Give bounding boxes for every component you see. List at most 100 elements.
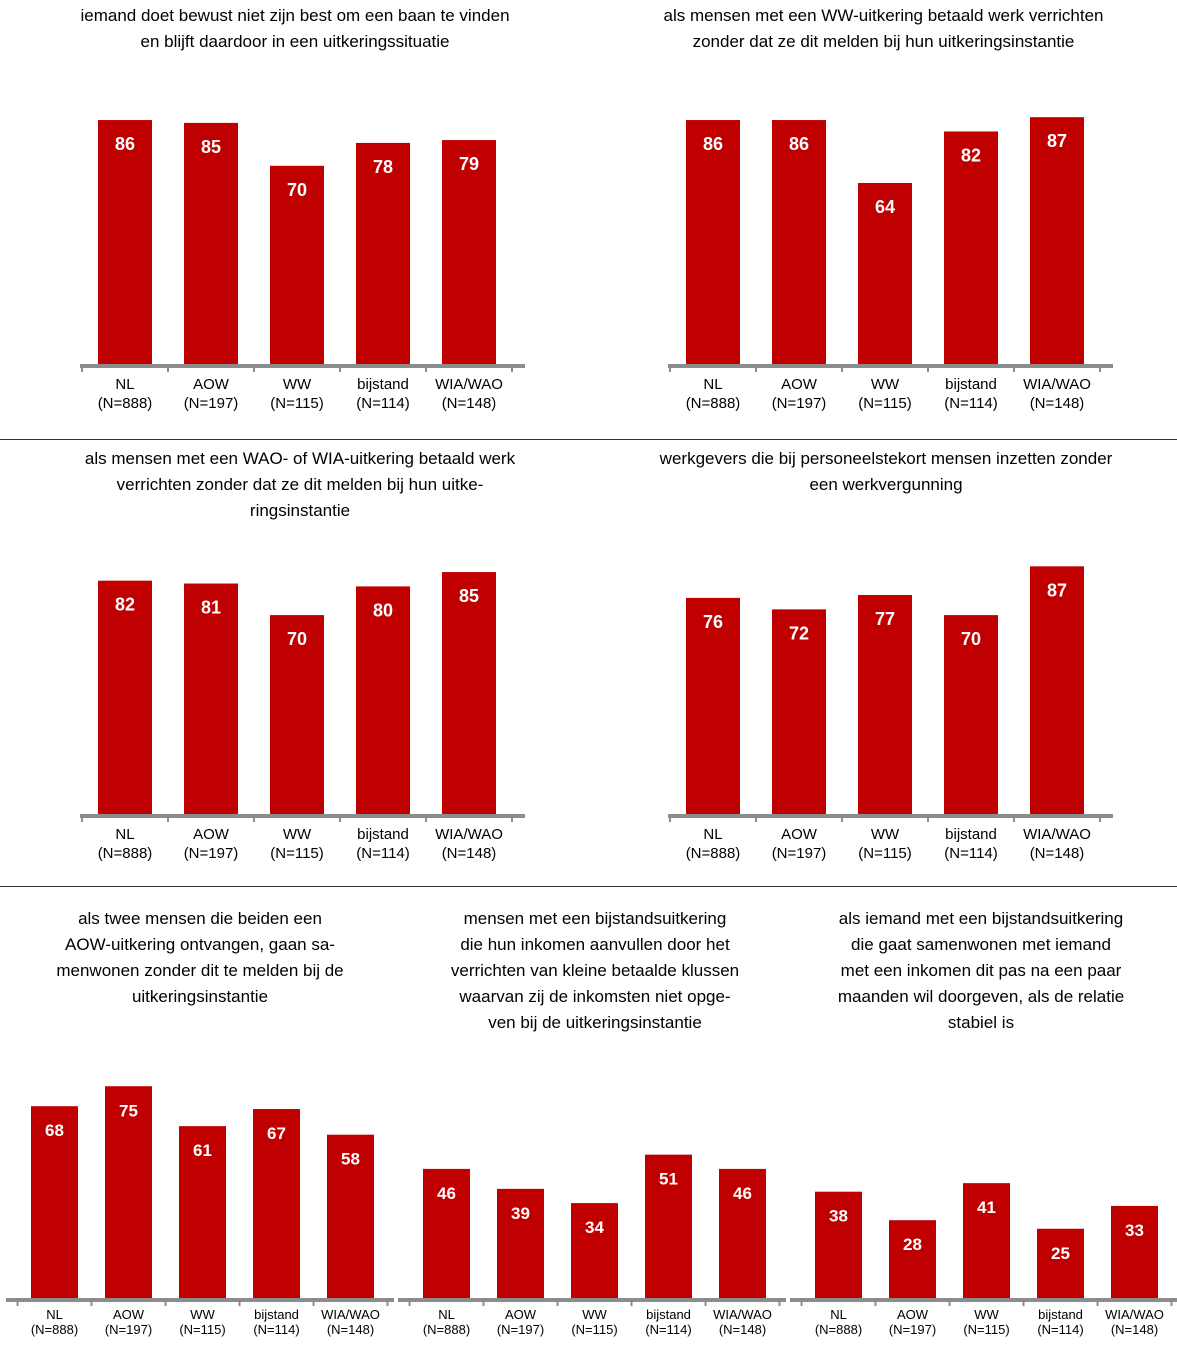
bar-value-label: 78 — [373, 157, 393, 177]
chart-3-title: als mensen met een WAO- of WIA-uitkering… — [84, 449, 516, 520]
bar-bijstand — [1037, 1228, 1084, 1300]
bar-nl — [423, 1168, 470, 1300]
category-n-label: (N=115) — [858, 395, 912, 412]
category-n-label: (N=114) — [944, 395, 998, 412]
bar-wia-wao — [1030, 566, 1084, 816]
bar-aow — [889, 1220, 936, 1300]
bar-value-label: 82 — [115, 595, 135, 615]
bar-value-label: 77 — [875, 609, 895, 629]
category-label: WW — [283, 826, 312, 843]
bar-value-label: 41 — [977, 1198, 996, 1217]
category-label: WW — [582, 1307, 607, 1322]
chart-6-title: mensen met een bijstandsuitkering die hu… — [450, 909, 740, 1032]
bar-wia-wao — [719, 1168, 766, 1300]
chart-7-title: als iemand met een bijstandsuitkering di… — [837, 909, 1125, 1032]
category-n-label: (N=115) — [179, 1322, 225, 1337]
category-label: AOW — [193, 376, 230, 393]
bar-bijstand — [645, 1154, 692, 1300]
bar-bijstand — [356, 586, 410, 816]
bar-value-label: 68 — [45, 1121, 64, 1140]
category-n-label: (N=197) — [772, 395, 827, 412]
category-label: NL — [115, 826, 134, 843]
category-n-label: (N=148) — [1111, 1322, 1158, 1337]
category-label: AOW — [193, 826, 230, 843]
category-n-label: (N=114) — [356, 845, 410, 862]
bar-value-label: 79 — [459, 154, 479, 174]
bar-value-label: 25 — [1051, 1244, 1070, 1263]
bar-value-label: 39 — [511, 1204, 530, 1223]
chart-7: 38 NL(N=888) 28 AOW(N=197) 41 WW(N=115) 25 bijs… — [790, 1183, 1177, 1337]
category-n-label: (N=888) — [686, 395, 741, 412]
bar-value-label: 33 — [1125, 1221, 1144, 1240]
category-n-label: (N=115) — [571, 1322, 617, 1337]
category-n-label: (N=115) — [270, 395, 324, 412]
bar-ww — [270, 165, 324, 366]
bar-aow — [184, 122, 238, 367]
bar-bijstand — [253, 1109, 300, 1300]
category-n-label: (N=148) — [1030, 845, 1085, 862]
bar-value-label: 76 — [703, 612, 723, 632]
bar-value-label: 67 — [267, 1124, 286, 1143]
category-n-label: (N=888) — [98, 395, 153, 412]
category-label: WIA/WAO — [1105, 1307, 1164, 1322]
bar-value-label: 86 — [115, 134, 135, 154]
category-n-label: (N=148) — [719, 1322, 766, 1337]
bar-ww — [571, 1203, 618, 1300]
bar-bijstand — [944, 615, 998, 816]
category-n-label: (N=115) — [963, 1322, 1009, 1337]
bar-nl — [31, 1106, 78, 1300]
category-label: bijstand — [357, 826, 409, 843]
category-n-label: (N=888) — [31, 1322, 78, 1337]
bar-value-label: 46 — [733, 1184, 752, 1203]
chart-5: 68 NL(N=888) 75 AOW(N=197) 61 WW(N=115) 67 bijs… — [6, 1086, 394, 1337]
bar-value-label: 34 — [585, 1218, 604, 1237]
bar-value-label: 28 — [903, 1235, 922, 1254]
category-n-label: (N=115) — [858, 845, 912, 862]
category-n-label: (N=197) — [184, 845, 239, 862]
category-n-label: (N=148) — [442, 845, 497, 862]
category-label: WW — [871, 376, 900, 393]
category-label: AOW — [897, 1307, 929, 1322]
bar-value-label: 81 — [201, 598, 221, 618]
bar-ww — [858, 595, 912, 816]
category-n-label: (N=114) — [645, 1322, 691, 1337]
bar-ww — [179, 1126, 226, 1300]
chart-2-title: als mensen met een WW-uitkering betaald … — [663, 6, 1104, 51]
category-n-label: (N=197) — [889, 1322, 936, 1337]
chart-4: 76 NL (N=888) 72 AOW (N=197) 77 WW (N=115) 70 bijs… — [668, 566, 1113, 862]
divider-row-3 — [0, 886, 1177, 887]
bar-value-label: 70 — [287, 180, 307, 200]
bar-value-label: 87 — [1047, 580, 1067, 600]
category-label: NL — [830, 1307, 847, 1322]
category-n-label: (N=197) — [497, 1322, 544, 1337]
category-label: NL — [115, 376, 134, 393]
bar-ww — [858, 182, 912, 366]
bar-aow — [497, 1188, 544, 1300]
category-label: AOW — [781, 826, 818, 843]
category-label: NL — [703, 376, 722, 393]
category-n-label: (N=115) — [270, 845, 324, 862]
bar-bijstand — [356, 142, 410, 366]
bar-value-label: 86 — [789, 134, 809, 154]
category-label: NL — [703, 826, 722, 843]
category-n-label: (N=114) — [356, 395, 410, 412]
category-label: WW — [283, 376, 312, 393]
chart-2: 86 NL (N=888) 86 AOW (N=197) 64 WW (N=115) 82 bijs… — [668, 117, 1113, 412]
category-label: WIA/WAO — [1023, 376, 1091, 393]
category-n-label: (N=197) — [184, 395, 239, 412]
bar-value-label: 86 — [703, 134, 723, 154]
category-n-label: (N=114) — [253, 1322, 299, 1337]
bar-value-label: 58 — [341, 1150, 360, 1169]
category-n-label: (N=888) — [423, 1322, 470, 1337]
divider-row-2 — [0, 439, 1177, 440]
bar-value-label: 82 — [961, 145, 981, 165]
category-n-label: (N=148) — [442, 395, 497, 412]
category-n-label: (N=888) — [98, 845, 153, 862]
category-label: bijstand — [945, 376, 997, 393]
category-label: AOW — [113, 1307, 145, 1322]
category-label: NL — [438, 1307, 455, 1322]
chart-4-title: werkgevers die bij personeelstekort mens… — [659, 449, 1113, 494]
bar-wia-wao — [327, 1134, 374, 1300]
category-label: WIA/WAO — [321, 1307, 380, 1322]
category-label: AOW — [505, 1307, 537, 1322]
